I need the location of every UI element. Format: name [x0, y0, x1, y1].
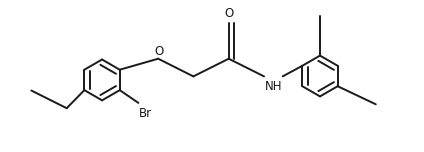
Text: O: O — [155, 45, 164, 58]
Text: NH: NH — [265, 80, 282, 93]
Text: O: O — [224, 7, 233, 20]
Text: Br: Br — [139, 107, 153, 120]
